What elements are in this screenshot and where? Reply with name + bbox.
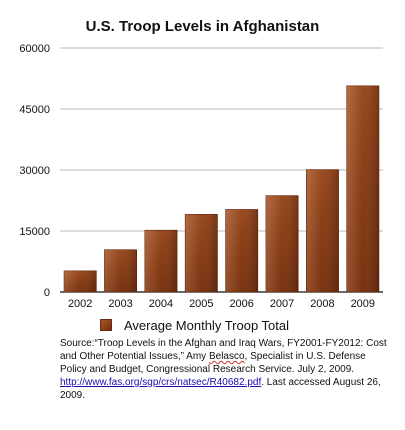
x-tick-label: 2007 — [270, 298, 294, 310]
y-tick-label: 0 — [44, 287, 50, 299]
bars — [63, 85, 380, 293]
source-text-2: , Specialist in U.S. Defense Policy and … — [60, 351, 366, 375]
y-tick-label: 60000 — [19, 43, 50, 55]
bar-shine — [185, 214, 218, 292]
bar-shine — [265, 195, 299, 292]
y-tick-label: 30000 — [19, 165, 50, 177]
y-tick-label: 45000 — [19, 104, 50, 116]
source-note: Source:“Troop Levels in the Afghan and I… — [60, 337, 395, 402]
bar-shine — [144, 230, 178, 292]
legend-swatch — [100, 319, 112, 331]
bar-shine — [104, 249, 137, 292]
source-author-lastname: Belasco — [208, 351, 245, 362]
source-text-1: Source:“Troop Levels in the Afghan and I… — [60, 338, 387, 362]
bar-shine — [306, 169, 339, 292]
x-tick-label: 2006 — [229, 298, 253, 310]
y-tick-label: 15000 — [19, 226, 50, 238]
legend: Average Monthly Troop Total — [100, 317, 289, 333]
x-tick-labels: 2002 2003 2004 2005 2006 2007 2008 2009 — [68, 298, 375, 310]
source-link[interactable]: http://www.fas.org/sgp/crs/natsec/R40682… — [60, 377, 262, 388]
x-tick-label: 2004 — [149, 298, 173, 310]
x-tick-label: 2005 — [189, 298, 213, 310]
source-text-3: . Last accessed August 26, 2009. — [60, 377, 381, 401]
y-tick-labels: 0 15000 30000 45000 60000 — [19, 43, 50, 299]
x-tick-label: 2009 — [351, 298, 375, 310]
bar-shine — [346, 85, 379, 292]
x-tick-label: 2003 — [108, 298, 132, 310]
bar-shine — [64, 270, 97, 292]
legend-label: Average Monthly Troop Total — [124, 317, 290, 333]
chart-title: U.S. Troop Levels in Afghanistan — [85, 18, 320, 35]
x-tick-label: 2008 — [310, 298, 334, 310]
x-tick-label: 2002 — [68, 298, 92, 310]
bar-shine — [225, 209, 258, 292]
